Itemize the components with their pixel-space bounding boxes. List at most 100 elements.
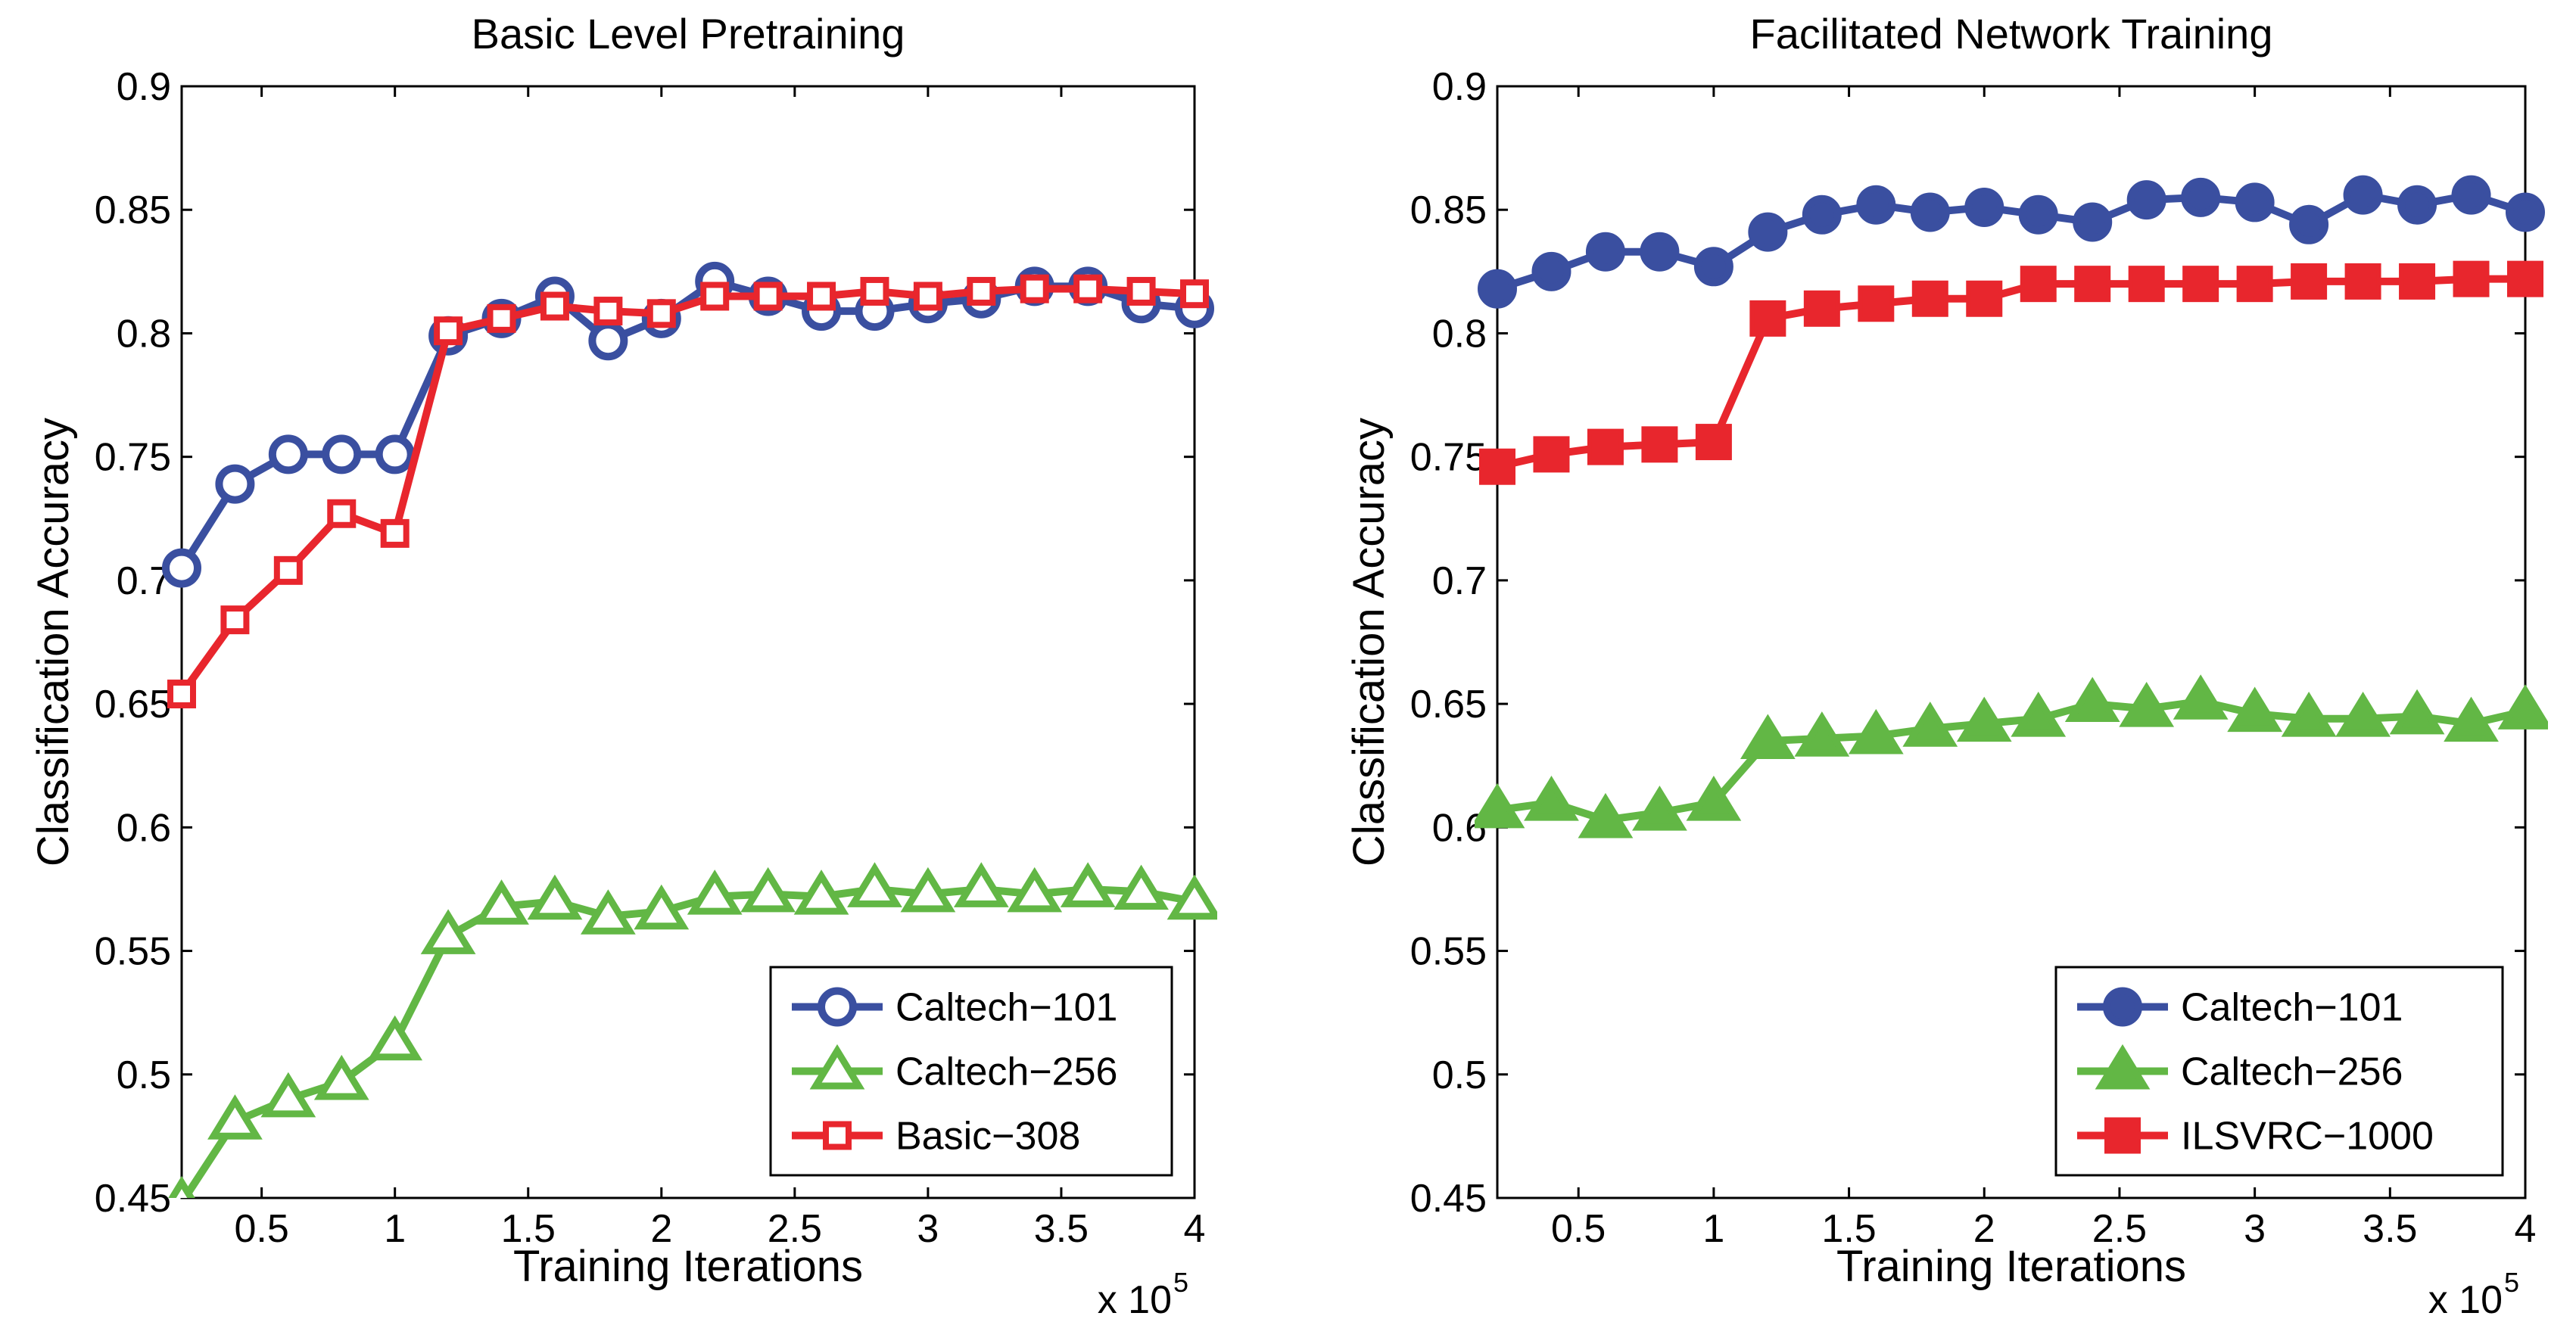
y-tick-label: 0.7 [1432,559,1487,603]
series-caltech-256-point [2281,692,2337,737]
series-caltech-101-point [268,434,308,474]
series-caltech-101-point [2181,177,2221,217]
series-ilsvrc-1000-point [2020,266,2057,303]
series-basic-308-point [860,276,889,306]
series-ilsvrc-1000-point [1966,280,2003,317]
series-caltech-256-point [1167,874,1217,920]
series-ilsvrc-1000-point [2074,266,2111,303]
series-caltech-256-point [1632,786,1687,831]
y-axis-label: Classification Accuracy [1344,418,1394,866]
series-caltech-101-point [2397,185,2437,225]
series-caltech-256-point [1578,792,1634,838]
series-basic-308-point [220,605,250,635]
series-basic-308-point [327,499,357,528]
series-ilsvrc-1000-point [2399,263,2436,300]
series-basic-308-point [273,555,303,585]
legend-caltech-101-marker [818,987,857,1027]
series-caltech-256-point [2173,674,2229,720]
x-axis-label: Training Iterations [1836,1242,2186,1291]
series-caltech-256-point [2227,686,2283,733]
series-caltech-256-point [313,1054,369,1100]
series-ilsvrc-1000-point [1479,448,1515,485]
series-caltech-101-point [1640,232,1680,272]
y-tick-label: 0.5 [1432,1053,1487,1097]
legend-caltech-256-label: Caltech−256 [2181,1050,2403,1094]
series-basic-308-point [167,680,196,709]
series-ilsvrc-1000-point [1533,436,1570,473]
series-caltech-101-point [1693,247,1733,287]
legend-caltech-101-label: Caltech−101 [2181,986,2403,1030]
x-multiplier-exponent: 5 [2504,1267,2519,1298]
series-caltech-256-point [527,874,583,920]
x-axis-label: Training Iterations [513,1242,863,1291]
series-caltech-256-point [2335,692,2391,737]
y-tick-label: 0.45 [1410,1177,1487,1221]
series-caltech-101-point [162,548,201,588]
y-tick-label: 0.85 [1410,188,1487,232]
series-ilsvrc-1000-point [2453,260,2490,297]
series-basic-308-point [487,303,516,333]
y-tick-label: 0.75 [1410,436,1487,480]
legend-caltech-101-marker [2103,987,2142,1027]
y-tick-label: 0.7 [117,559,171,603]
chart-title: Basic Level Pretraining [472,10,905,58]
series-caltech-256-point [1686,776,1742,821]
y-tick-label: 0.75 [95,436,171,480]
legend-basic-308-label: Basic−308 [896,1115,1080,1159]
x-tick-label: 3 [2244,1207,2266,1251]
series-caltech-256-point [1524,776,1579,821]
series-ilsvrc-1000-point [2128,266,2165,303]
series-basic-308-point [753,282,783,311]
x-tick-label: 1.5 [1821,1207,1876,1251]
series-basic-308-point [967,276,996,306]
series-caltech-256-point [1475,782,1525,829]
series-ilsvrc-1000-point [2236,266,2273,303]
series-caltech-256-point [420,909,476,954]
series-caltech-101-point [2126,180,2166,220]
x-tick-label: 0.5 [234,1207,288,1251]
series-ilsvrc-1000-point [1858,285,1895,322]
series-caltech-256-point [740,866,796,913]
series-caltech-256-point [260,1072,316,1118]
y-tick-label: 0.65 [95,683,171,726]
y-tick-label: 0.55 [95,930,171,974]
series-caltech-256-point [953,862,1009,907]
series-ilsvrc-1000-point [2182,266,2219,303]
series-caltech-256-point [1740,714,1796,760]
series-caltech-101-point [2451,175,2491,215]
series-layer [162,261,1217,1198]
x-tick-label: 3.5 [1034,1207,1089,1251]
x-tick-label: 4 [2515,1207,2537,1251]
series-caltech-101-point [2289,204,2329,244]
series-caltech-256-point [474,879,529,925]
series-caltech-101-point [2506,192,2545,232]
series-ilsvrc-1000-point [1911,280,1948,317]
series-caltech-101-point [2073,202,2113,242]
series-caltech-101-point [2343,175,2383,215]
y-tick-label: 0.5 [117,1053,171,1097]
series-caltech-101-point [1585,232,1625,272]
series-caltech-101-point [1910,192,1950,232]
x-tick-label: 3 [917,1207,939,1251]
x-tick-label: 1 [384,1207,406,1251]
series-basic-308-point [1126,276,1156,306]
x-tick-label: 4 [1184,1207,1206,1251]
legend-ilsvrc-1000-label: ILSVRC−1000 [2181,1115,2434,1159]
series-basic-308-point [593,297,623,326]
series-caltech-256-point [900,866,956,913]
series-basic-308-point [434,316,463,346]
x-multiplier-label: x 10 [1098,1278,1172,1322]
legend-caltech-256-marker [2095,1044,2151,1090]
legend-caltech-101-label: Caltech−101 [896,986,1117,1030]
legend-caltech-256-marker [809,1044,865,1090]
series-caltech-256-point [1902,702,1958,747]
x-tick-label: 0.5 [1551,1207,1606,1251]
series-caltech-101-point [588,321,628,361]
series-caltech-101-point [322,434,362,474]
series-ilsvrc-1000-point [1749,300,1786,337]
series-caltech-101-point [2018,194,2058,235]
chart-facilitated-network-training: Facilitated Network Training0.450.50.550… [1344,10,2548,1322]
series-caltech-101-point [1478,269,1517,309]
series-caltech-101-point [375,434,415,474]
series-layer [1475,175,2548,838]
